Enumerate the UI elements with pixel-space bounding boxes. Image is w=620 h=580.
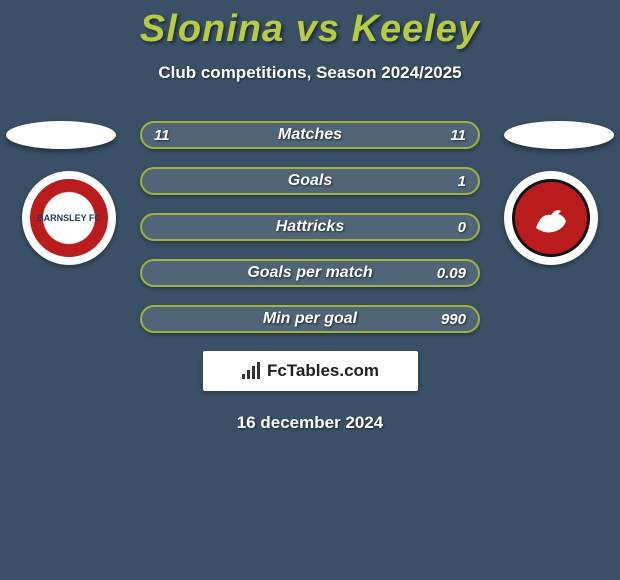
club-crest-left-label: BARNSLEY FC: [30, 179, 108, 257]
stat-row: Hattricks 0: [140, 213, 480, 241]
subtitle: Club competitions, Season 2024/2025: [0, 63, 620, 83]
stat-label: Hattricks: [276, 218, 344, 236]
club-crest-right: [504, 171, 598, 265]
stat-left-value: 11: [154, 127, 170, 144]
stat-right-value: 990: [441, 311, 466, 328]
club-crest-left: BARNSLEY FC: [22, 171, 116, 265]
stat-right-value: 0: [458, 219, 466, 236]
stat-label: Min per goal: [263, 310, 357, 328]
stat-row: Min per goal 990: [140, 305, 480, 333]
stat-label: Matches: [278, 126, 342, 144]
brand-text: FcTables.com: [241, 361, 379, 381]
stat-label: Goals per match: [247, 264, 372, 282]
stats-area: BARNSLEY FC 11 Matches 11 Goals 1 Hattri…: [0, 121, 620, 333]
player-marker-left: [6, 121, 116, 149]
branding-box[interactable]: FcTables.com: [203, 351, 418, 391]
stat-row: Goals per match 0.09: [140, 259, 480, 287]
stat-rows: 11 Matches 11 Goals 1 Hattricks 0 Goals …: [140, 121, 480, 333]
dragon-icon: [526, 193, 576, 243]
club-crest-right-label: [512, 179, 590, 257]
stat-right-value: 11: [450, 127, 466, 144]
player-marker-right: [504, 121, 614, 149]
bars-icon: [241, 362, 263, 380]
stat-row: Goals 1: [140, 167, 480, 195]
page-title: Slonina vs Keeley: [0, 0, 620, 51]
stat-right-value: 0.09: [437, 265, 466, 282]
stat-label: Goals: [288, 172, 332, 190]
stat-row: 11 Matches 11: [140, 121, 480, 149]
stat-right-value: 1: [458, 173, 466, 190]
date-text: 16 december 2024: [0, 413, 620, 433]
